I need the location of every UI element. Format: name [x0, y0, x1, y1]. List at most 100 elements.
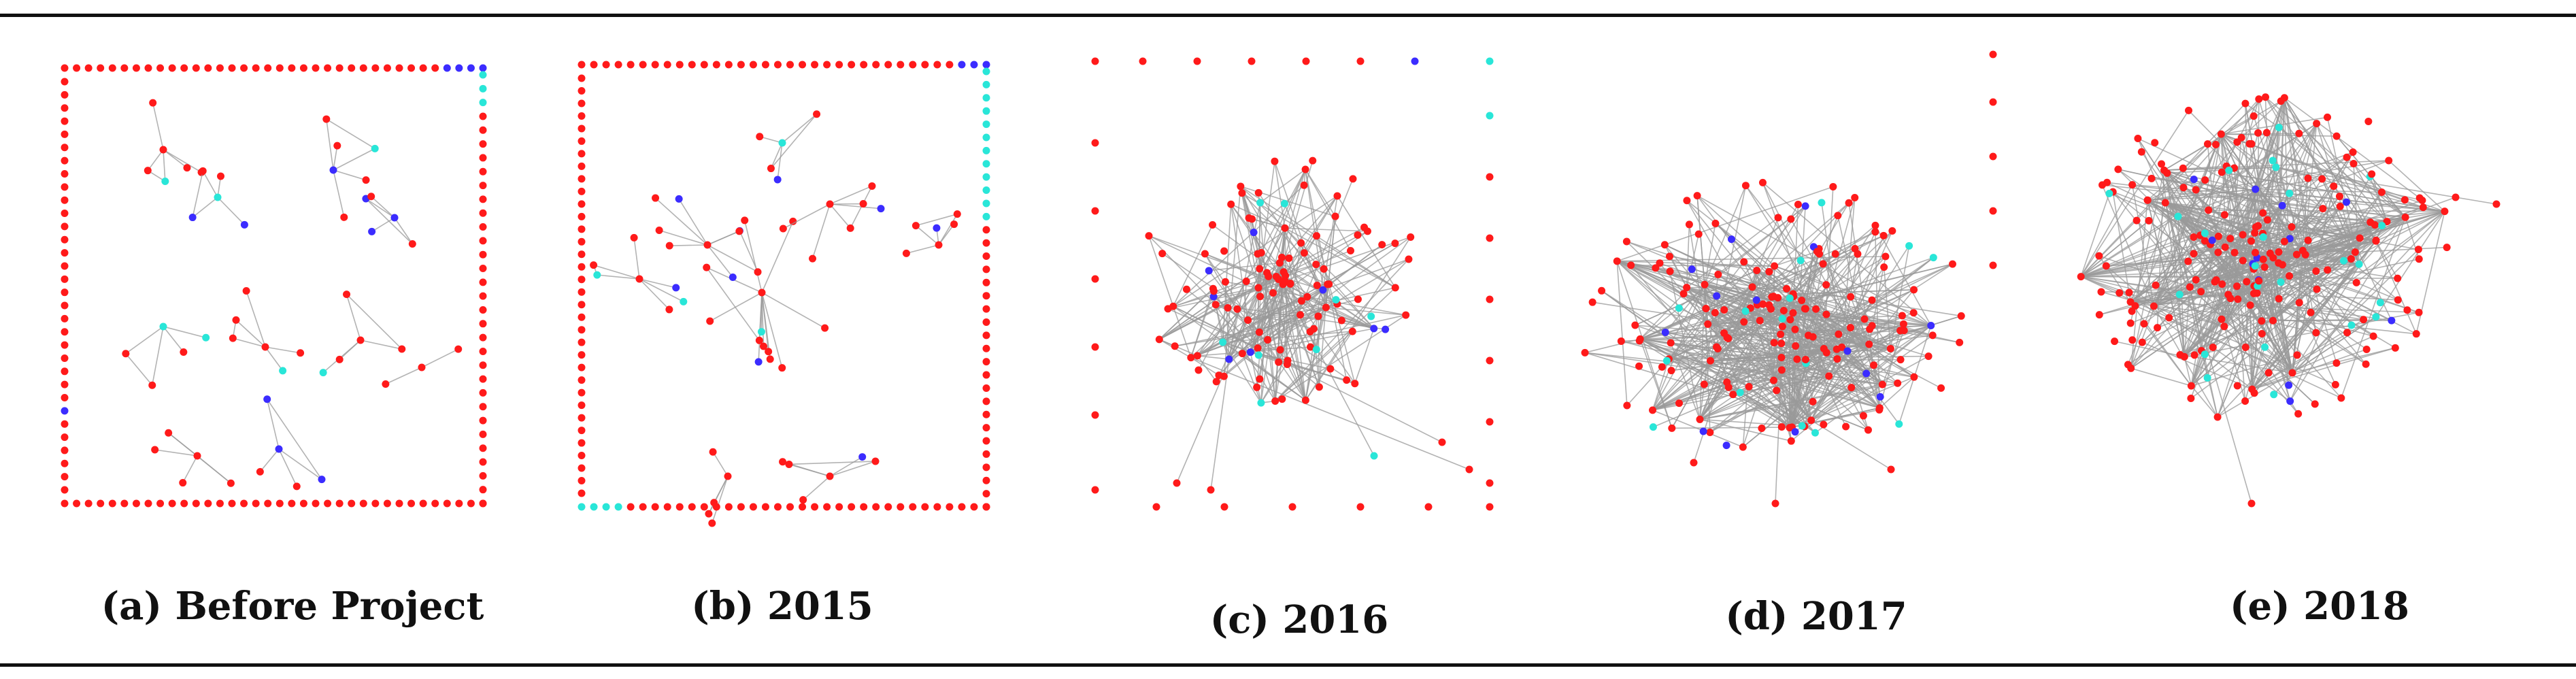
network-edge — [1175, 331, 1260, 347]
network-node — [897, 61, 905, 69]
network-node — [712, 61, 720, 69]
network-node — [252, 64, 260, 72]
network-node — [1250, 229, 1258, 237]
network-node — [1765, 301, 1773, 309]
network-edge — [1707, 296, 1851, 325]
network-edge — [2220, 133, 2324, 210]
network-node — [348, 64, 356, 72]
network-node — [324, 499, 332, 508]
network-node — [1256, 265, 1264, 273]
network-edge — [1670, 284, 1705, 344]
network-node — [578, 125, 586, 133]
network-node — [578, 301, 586, 309]
network-node — [1091, 275, 1099, 283]
network-edge — [265, 346, 284, 371]
network-edge — [707, 244, 758, 273]
network-edge — [678, 198, 708, 246]
network-node — [61, 499, 69, 508]
network-node — [61, 473, 69, 481]
network-node — [1272, 272, 1280, 280]
network-node — [1281, 276, 1289, 284]
network-node — [651, 61, 659, 69]
network-node — [1894, 379, 1902, 387]
network-node — [2275, 295, 2283, 303]
network-node — [2269, 316, 2277, 325]
network-edge — [322, 340, 361, 374]
network-node — [2368, 170, 2376, 178]
network-node — [1631, 321, 1639, 329]
network-edge — [267, 399, 322, 480]
network-node — [1411, 57, 1419, 65]
network-node — [151, 446, 159, 454]
network-node — [2293, 351, 2301, 359]
network-node — [1690, 459, 1698, 467]
network-node — [2249, 289, 2258, 297]
network-node — [2330, 182, 2338, 191]
network-node — [455, 499, 463, 508]
network-node — [2176, 350, 2184, 359]
network-node — [1820, 420, 1828, 429]
network-edge — [1275, 287, 1396, 402]
network-node — [2077, 273, 2085, 281]
network-node — [1711, 219, 1720, 227]
network-edge — [1699, 401, 1813, 420]
network-edge — [1257, 314, 1406, 349]
network-node — [216, 172, 224, 180]
network-node — [2217, 130, 2225, 138]
network-node — [1720, 306, 1728, 314]
network-node — [343, 291, 351, 299]
network-node — [1886, 344, 1894, 352]
network-node — [2209, 343, 2217, 351]
network-node — [335, 355, 344, 363]
network-edge — [1710, 360, 1805, 427]
network-node — [1683, 197, 1691, 205]
network-node — [982, 67, 990, 76]
network-node — [921, 503, 929, 511]
network-edge — [1322, 195, 1338, 291]
network-node — [982, 424, 990, 432]
network-node — [479, 471, 487, 480]
network-node — [1706, 428, 1714, 436]
network-edge — [2080, 110, 2190, 278]
network-edge — [1173, 305, 1443, 443]
network-edge — [2256, 259, 2420, 294]
network-node — [1297, 297, 1305, 305]
network-node — [1257, 399, 1265, 407]
network-edge — [346, 294, 403, 350]
network-node — [2331, 380, 2339, 388]
network-edge — [2369, 176, 2388, 222]
network-edge — [1841, 254, 1858, 348]
network-edge — [2215, 252, 2235, 280]
network-node — [1152, 503, 1160, 511]
network-node — [708, 519, 716, 527]
network-node — [1792, 342, 1800, 350]
network-edge — [152, 102, 164, 150]
network-node — [264, 499, 272, 508]
network-node — [1713, 343, 1721, 351]
network-edge — [706, 267, 765, 347]
network-node — [982, 173, 990, 181]
network-node — [2214, 248, 2222, 256]
network-node — [1843, 347, 1852, 355]
network-node — [700, 61, 708, 69]
network-edge — [2184, 186, 2335, 357]
network-edge — [2356, 211, 2445, 283]
network-node — [2355, 260, 2363, 268]
network-edge — [147, 149, 164, 171]
network-node — [578, 503, 586, 511]
network-node — [1227, 200, 1235, 208]
network-node — [2128, 336, 2137, 344]
network-edge — [761, 292, 825, 329]
network-edge — [2220, 134, 2239, 299]
network-node — [1281, 224, 1289, 232]
network-node — [1787, 215, 1795, 223]
network-edge — [2184, 286, 2191, 357]
network-edge — [163, 149, 202, 173]
network-node — [2415, 308, 2423, 316]
network-node — [1693, 192, 1701, 200]
network-edge — [360, 340, 402, 350]
network-node — [479, 209, 487, 217]
network-node — [2218, 280, 2226, 288]
network-node — [1325, 280, 1333, 288]
network-node — [578, 99, 586, 107]
